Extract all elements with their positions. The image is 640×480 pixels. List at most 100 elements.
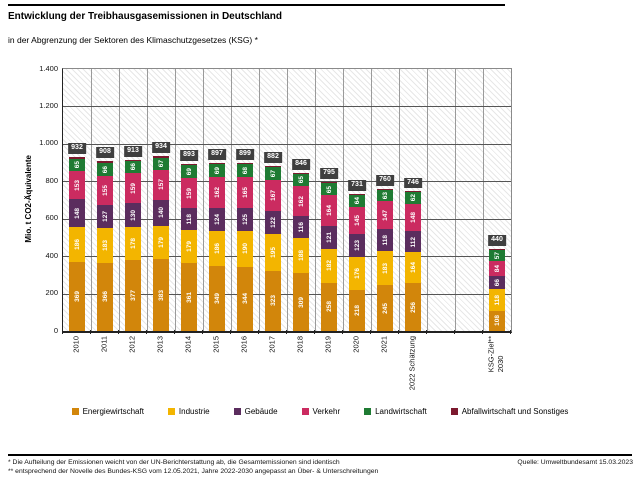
segment-value-label: 176 [353,268,361,280]
legend-item: Landwirtschaft [364,407,427,416]
segment-value-label: 148 [409,212,417,223]
y-axis-title-text: Mio. t CO2-Äquivalente [23,155,33,243]
segment-value-label: 361 [185,291,193,303]
x-axis-label: 2016 [239,336,249,353]
total-value-label: 846 [292,158,310,170]
total-value-label: 897 [208,149,226,161]
x-axis-tick [454,330,455,334]
y-tick-label: 200 [45,288,58,298]
page-subtitle: in der Abgrenzung der Sektoren des Klima… [8,35,258,45]
bar-segment: 123 [349,234,365,258]
segment-value-label: 164 [325,205,333,217]
segment-value-label: 118 [493,294,501,306]
segment-value-label: 309 [297,296,305,308]
stacked-bar: 67 157 140 179 383 [153,156,169,331]
x-axis-tick [146,330,147,334]
grid-line-vertical [371,69,372,331]
bar-segment: 383 [153,259,169,331]
source-note: Quelle: Umweltbundesamt 15.03.2023 [517,459,633,466]
stacked-bar: 64 145 123 176 218 [349,194,365,331]
stacked-bar: 68 165 125 190 344 [237,162,253,331]
bar-segment: 182 [321,248,337,283]
segment-value-label: 186 [73,239,81,250]
stacked-bar: 63 147 118 183 245 [377,188,393,331]
total-value-label: 731 [348,180,366,192]
segment-value-label: 183 [101,240,109,251]
segment-value-label: 349 [213,292,221,304]
bar-segment [293,172,309,174]
page-title: Entwicklung der Treibhausgasemissionen i… [8,11,282,22]
bar-segment: 183 [377,250,393,286]
legend-swatch [167,408,175,415]
stacked-bar: 65 162 116 188 309 [293,172,309,331]
x-axis-tick [510,330,511,334]
segment-value-label: 159 [185,187,193,199]
segment-value-label: 118 [185,213,193,225]
bar-segment: 121 [321,225,337,249]
bar-segment: 112 [405,231,421,253]
segment-value-label: 69 [185,168,193,176]
grid-line-vertical [231,69,232,331]
legend-swatch [233,408,241,415]
bar-segment: 66 [489,276,505,289]
y-tick-label: 0 [53,325,58,335]
segment-value-label: 64 [353,197,361,205]
x-axis-tick [314,330,315,334]
x-axis-label: 2019 [323,336,333,353]
segment-value-label: 218 [353,305,361,316]
x-axis-label: 2020 [351,336,361,353]
grid-line-horizontal [63,293,511,295]
segment-value-label: 178 [129,238,137,250]
x-axis-tick [398,330,399,334]
stacked-bar: 66 155 127 183 366 [97,161,113,331]
bar-segment [181,163,197,166]
grid-line-vertical [91,69,92,331]
x-axis-tick [370,330,371,334]
bar-segment: 108 [489,310,505,331]
bar-segment [265,165,281,168]
x-axis-tick [286,330,287,334]
y-tick-label: 1.000 [39,138,58,148]
bar-segment [125,160,141,161]
grid-line-vertical [399,69,400,331]
segment-value-label: 123 [353,240,361,252]
bar-segment: 179 [153,225,169,260]
bar-segment: 68 [237,164,253,177]
grid-line-vertical [343,69,344,331]
segment-value-label: 140 [157,207,165,219]
segment-value-label: 153 [73,179,81,191]
bar-segment: 145 [349,207,365,235]
segment-value-label: 66 [129,163,137,171]
bar-segment: 65 [321,183,337,196]
stacked-bar: 69 159 118 179 361 [181,163,197,331]
bar-segment: 118 [489,288,505,311]
x-axis-tick [258,330,259,334]
bar-segment: 178 [125,227,141,261]
legend-label: Gebäude [244,407,278,416]
legend-item: Energiewirtschaft [71,407,144,416]
segment-value-label: 155 [101,184,109,196]
total-value-label: 893 [180,150,198,161]
bar-segment: 195 [265,234,281,271]
bar-segment [321,182,337,184]
bar-segment: 63 [377,189,393,202]
bar-segment: 344 [237,266,253,331]
y-tick-label: 1.400 [39,63,58,73]
bar-segment: 69 [181,165,197,179]
x-axis-tick [62,330,63,334]
total-value-label: 899 [236,149,254,160]
segment-value-label: 125 [241,213,249,225]
x-axis-tick [482,330,483,334]
bar-segment: 218 [349,290,365,331]
segment-value-label: 148 [73,207,81,219]
x-axis-tick [90,330,91,334]
bar-segment: 167 [265,179,281,212]
bar-segment: 69 [209,164,225,178]
bar-segment: 186 [69,227,85,262]
x-axis-label: 2011 [99,336,109,353]
bar-segment: 124 [209,207,225,231]
legend-item: Verkehr [301,407,340,416]
grid-line-vertical [203,69,204,331]
segment-value-label: 66 [101,165,109,174]
bar-segment [69,156,85,159]
